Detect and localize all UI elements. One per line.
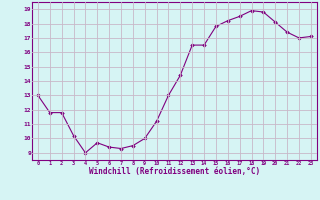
X-axis label: Windchill (Refroidissement éolien,°C): Windchill (Refroidissement éolien,°C) — [89, 167, 260, 176]
